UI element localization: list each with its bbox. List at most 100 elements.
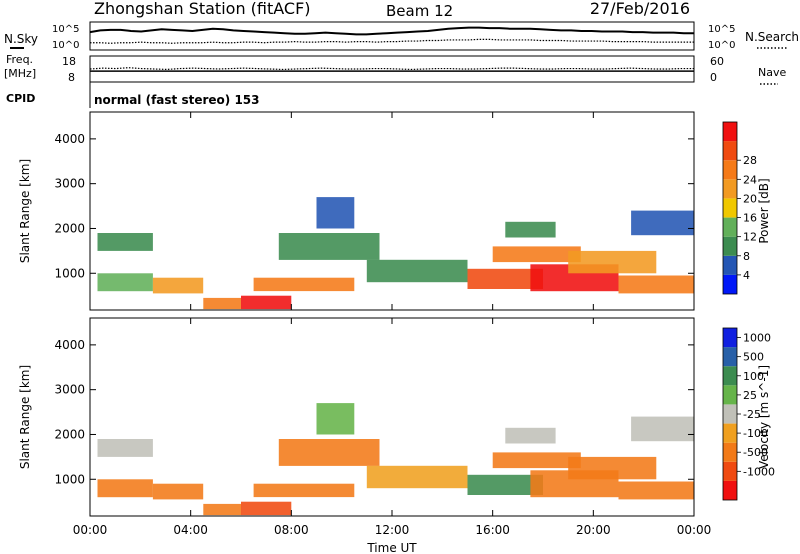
freq-unit: [MHz] <box>4 67 36 80</box>
ytick-label: 3000 <box>54 177 85 191</box>
colorbar-tick-label: -25 <box>743 408 761 421</box>
freq-right-tick-bottom: 0 <box>710 71 717 84</box>
colorbar-tick-label: -500 <box>743 446 768 459</box>
xtick-label: 08:00 <box>274 523 309 537</box>
ytick-label: 3000 <box>54 383 85 397</box>
power-cell <box>203 297 242 310</box>
velocity-cell <box>203 503 242 516</box>
colorbar-swatch <box>723 236 737 256</box>
power-cell <box>467 268 543 289</box>
noise-panel: N.Sky 10^5 10^0 10^5 10^0 N.Search <box>4 21 799 51</box>
noise-panel-frame <box>89 21 695 51</box>
xtick-label: 04:00 <box>173 523 208 537</box>
velocity-colorbar: 1000 500 100 25 -25 -100 -500 -1000 <box>722 327 775 501</box>
colorbar-frame <box>722 121 738 295</box>
colorbar-swatch <box>723 328 737 348</box>
colorbar-tick-label: 500 <box>743 351 764 364</box>
colorbar-swatch <box>723 423 737 443</box>
power-cell <box>568 250 657 274</box>
power-colorbar-label: Power [dB] <box>757 178 771 243</box>
noise-series-0 <box>89 26 694 36</box>
xtick-label: 12:00 <box>375 523 410 537</box>
velocity-cell <box>152 483 204 500</box>
colorbar-swatch <box>723 274 737 294</box>
nsearch-label: N.Search <box>745 30 799 44</box>
colorbar-swatch <box>723 347 737 367</box>
time-axis-label: Time UT <box>366 541 417 554</box>
colorbar-swatch <box>723 442 737 462</box>
colorbar-swatch <box>723 179 737 199</box>
power-ylabel: Slant Range [km] <box>18 159 32 263</box>
velocity-ylabel: Slant Range [km] <box>18 365 32 469</box>
colorbar-swatch <box>723 366 737 386</box>
ytick-label: 2000 <box>54 427 85 441</box>
colorbar-tick-label: -1000 <box>743 465 775 478</box>
colorbar-tick-label: 16 <box>743 212 757 225</box>
freq-panel-frame <box>89 55 695 83</box>
power-cell <box>241 295 292 310</box>
freq-right-tick-top: 60 <box>710 55 724 68</box>
freq-label: Freq. <box>6 53 33 66</box>
noise-left-tick-top: 10^5 <box>52 24 79 35</box>
power-cells-group <box>97 197 694 310</box>
power-cell <box>492 246 581 263</box>
power-cell <box>97 273 153 292</box>
power-cell <box>631 210 694 236</box>
freq-left-tick-top: 18 <box>62 55 76 68</box>
ytick-label: 4000 <box>54 338 85 352</box>
velocity-cell <box>97 439 153 457</box>
velocity-cell <box>366 465 468 489</box>
velocity-cell <box>467 474 543 495</box>
xtick-label: 00:00 <box>677 523 712 537</box>
velocity-cell <box>97 479 153 498</box>
power-panel: 1000 2000 3000 4000 Slant Range [km] 4 8 12 16… <box>18 111 771 311</box>
noise-right-tick-top: 10^5 <box>708 24 735 35</box>
colorbar-swatch <box>723 255 737 275</box>
velocity-colorbar-label: Velocity [m s^-1] <box>757 365 771 469</box>
velocity-cell <box>253 483 355 498</box>
colorbar-swatch <box>723 461 737 481</box>
ytick-label: 1000 <box>54 266 85 280</box>
power-cell <box>278 233 380 260</box>
power-cell <box>505 221 556 238</box>
velocity-yaxis: 1000 2000 3000 4000 <box>54 338 694 486</box>
velocity-cell <box>492 452 581 469</box>
freq-panel: Freq. [MHz] 18 8 60 0 Nave <box>4 53 786 85</box>
colorbar-tick-label: -100 <box>743 427 768 440</box>
noise-series-group <box>89 26 694 44</box>
velocity-cell <box>631 416 694 442</box>
colorbar-tick-label: 24 <box>743 173 757 186</box>
velocity-panel: 1000 2000 3000 4000 Slant Range [km] 1000 50… <box>18 317 775 517</box>
xtick-label: 00:00 <box>73 523 108 537</box>
colorbar-swatch <box>723 160 737 180</box>
nsky-label: N.Sky <box>4 32 38 46</box>
date-title: 27/Feb/2016 <box>590 0 690 18</box>
freq-left-tick-bottom: 8 <box>68 71 75 84</box>
power-cell <box>316 197 355 229</box>
colorbar-tick-label: 25 <box>743 389 757 402</box>
velocity-cell <box>618 481 694 500</box>
velocity-cell <box>278 439 380 466</box>
ytick-label: 4000 <box>54 132 85 146</box>
power-cell <box>97 233 153 251</box>
power-cell <box>618 275 694 294</box>
station-title: Zhongshan Station (fitACF) <box>94 0 311 18</box>
colorbar-tick-label: 28 <box>743 154 757 167</box>
cpid-mode: normal (fast stereo) 153 <box>94 93 260 107</box>
colorbar-tick-label: 20 <box>743 192 757 205</box>
velocity-cells-group <box>97 403 694 516</box>
colorbar-swatch <box>723 122 737 142</box>
colorbar-tick-label: 8 <box>743 250 750 263</box>
colorbar-tick-label: 4 <box>743 269 750 282</box>
colorbar-tick-label: 12 <box>743 231 757 244</box>
xtick-label: 20:00 <box>576 523 611 537</box>
freq-series-group <box>89 67 694 72</box>
power-colorbar: 4 8 12 16 20 24 28 <box>722 121 757 295</box>
power-cell <box>366 259 468 283</box>
power-cell <box>253 277 355 292</box>
noise-right-tick-bottom: 10^0 <box>708 40 735 51</box>
cpid-label: CPID <box>6 92 35 105</box>
velocity-cell <box>241 501 292 516</box>
colorbar-tick-label: 100 <box>743 370 764 383</box>
